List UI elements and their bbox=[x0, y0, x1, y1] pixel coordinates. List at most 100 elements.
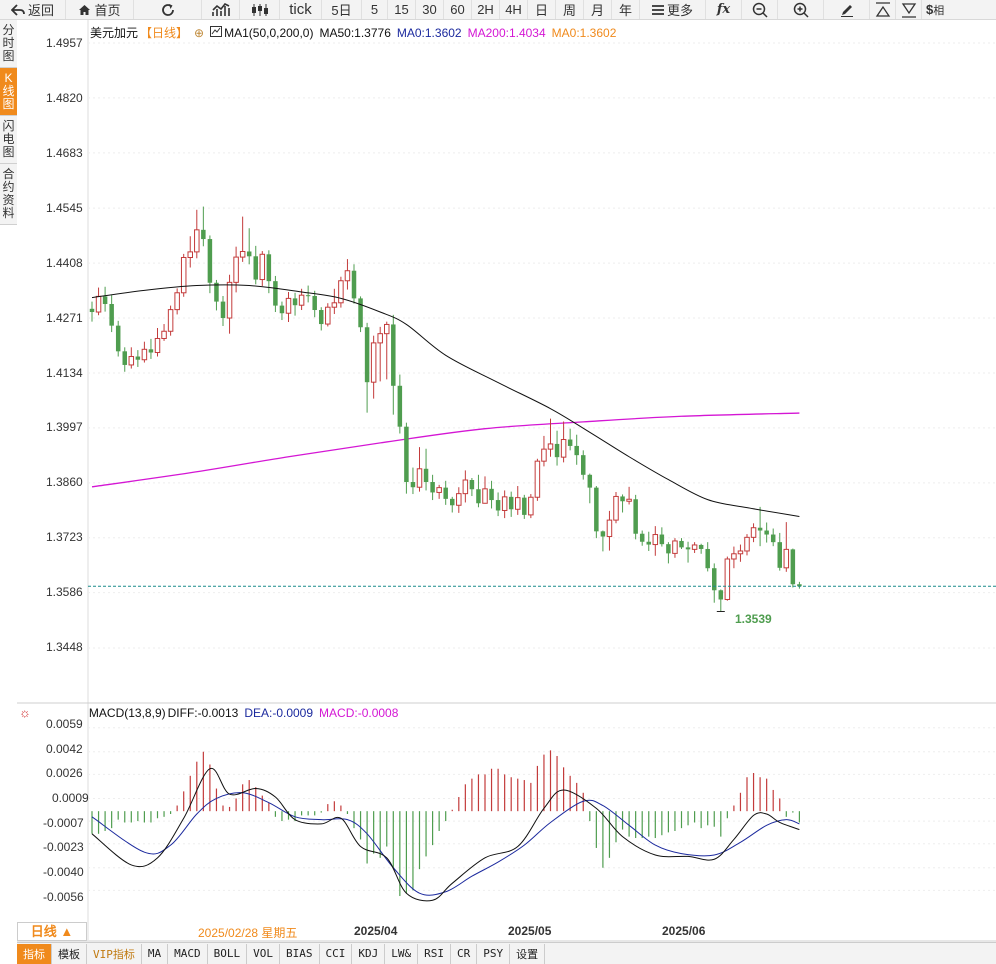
candle bbox=[174, 288, 180, 315]
period-60[interactable]: 60 bbox=[444, 0, 472, 19]
period-year[interactable]: 年 bbox=[612, 0, 640, 19]
indicator-rsi[interactable]: RSI bbox=[418, 943, 451, 964]
candle bbox=[187, 236, 193, 268]
indicator-cci[interactable]: CCI bbox=[320, 943, 353, 964]
indicator-vol[interactable]: VOL bbox=[247, 943, 280, 964]
zoom-out-icon bbox=[752, 2, 768, 18]
candle-body bbox=[207, 239, 213, 283]
candle bbox=[574, 434, 579, 465]
candle bbox=[777, 532, 782, 571]
candle-body bbox=[364, 327, 370, 383]
indicator-kdj[interactable]: KDJ bbox=[352, 943, 386, 964]
candle-body bbox=[233, 256, 239, 283]
indicator-psy[interactable]: PSY bbox=[477, 943, 511, 964]
ma0-value-b: MA0:1.3602 bbox=[551, 25, 617, 40]
candle-body bbox=[338, 280, 344, 304]
indicator-boll[interactable]: BOLL bbox=[208, 943, 248, 964]
period-15[interactable]: 15 bbox=[388, 0, 416, 19]
candle-body bbox=[764, 530, 769, 535]
candle-body bbox=[214, 282, 219, 302]
macd-tick: -0.0040 bbox=[43, 865, 84, 879]
tab-templates[interactable]: 模板 bbox=[52, 943, 87, 964]
period-30[interactable]: 30 bbox=[416, 0, 444, 19]
five-day-button[interactable]: 5日 bbox=[322, 0, 362, 19]
candle bbox=[384, 321, 390, 380]
candle bbox=[273, 275, 278, 313]
candle bbox=[391, 314, 396, 415]
home-button[interactable]: 首页 bbox=[66, 0, 134, 19]
candle-body bbox=[462, 479, 469, 495]
candle bbox=[764, 522, 769, 543]
indicator-picker-icon[interactable] bbox=[210, 25, 223, 40]
candle bbox=[639, 530, 645, 546]
candle-body bbox=[285, 297, 292, 314]
candle bbox=[279, 301, 285, 321]
indicator-lw[interactable]: LW& bbox=[385, 943, 419, 964]
candle bbox=[652, 526, 659, 556]
tab-vip-indicators[interactable]: VIP指标 bbox=[87, 943, 142, 964]
candle bbox=[469, 478, 475, 497]
settings-gear-icon[interactable]: ⊕ bbox=[194, 25, 205, 40]
candle-body bbox=[416, 468, 423, 488]
candle-body bbox=[384, 323, 390, 335]
period-week[interactable]: 周 bbox=[556, 0, 584, 19]
candle bbox=[253, 245, 258, 285]
tab-flash[interactable]: 闪电图 bbox=[0, 116, 17, 164]
macd-tick: -0.0023 bbox=[43, 840, 84, 854]
macd-dea: DEA:-0.0009 bbox=[244, 705, 314, 720]
period-4h[interactable]: 4H bbox=[500, 0, 528, 19]
tab-kline[interactable]: K线图 bbox=[0, 68, 17, 116]
refresh-button[interactable] bbox=[134, 0, 202, 19]
indicator-cr[interactable]: CR bbox=[451, 943, 478, 964]
price-tick: 1.3586 bbox=[46, 585, 83, 599]
candle-body bbox=[122, 351, 127, 365]
candle bbox=[620, 494, 625, 513]
zoom-in-button[interactable] bbox=[778, 0, 824, 19]
tab-timeshare[interactable]: 分时图 bbox=[0, 20, 17, 68]
candle bbox=[567, 428, 573, 451]
period-5[interactable]: 5 bbox=[362, 0, 388, 19]
low-price-marker: 1.3539 bbox=[735, 612, 772, 626]
draw-button[interactable] bbox=[824, 0, 870, 19]
period-badge[interactable]: 日线 ▲ bbox=[17, 922, 87, 941]
more-button[interactable]: 更多 bbox=[640, 0, 706, 19]
period-day[interactable]: 日 bbox=[528, 0, 556, 19]
candle-body bbox=[672, 540, 678, 554]
chart-type-button[interactable] bbox=[202, 0, 240, 19]
tick-button[interactable]: tick bbox=[280, 0, 322, 19]
dollar-button[interactable]: $ 相 bbox=[922, 0, 948, 19]
macd-settings-icon[interactable]: ☼ bbox=[19, 705, 31, 720]
candle bbox=[508, 491, 514, 517]
candle bbox=[482, 476, 488, 504]
tab-indicators[interactable]: 指标 bbox=[17, 943, 52, 964]
collapse-up-button[interactable] bbox=[870, 0, 896, 19]
candle bbox=[594, 486, 599, 539]
zoom-in-icon bbox=[793, 2, 809, 18]
candle-body bbox=[626, 498, 632, 502]
back-button[interactable]: 返回 bbox=[0, 0, 66, 19]
more-label: 更多 bbox=[666, 3, 693, 18]
candle bbox=[423, 448, 429, 491]
candle bbox=[456, 487, 462, 513]
price-tick: 1.4271 bbox=[46, 311, 83, 325]
candle-style-button[interactable] bbox=[240, 0, 280, 19]
zoom-out-button[interactable] bbox=[742, 0, 778, 19]
settings-tab[interactable]: 设置 bbox=[510, 943, 546, 964]
indicator-macd[interactable]: MACD bbox=[168, 943, 208, 964]
tab-contract-label: 合约资料 bbox=[2, 167, 15, 220]
candle bbox=[141, 341, 148, 363]
ma200-value: MA200:1.4034 bbox=[467, 25, 546, 40]
candle bbox=[712, 563, 717, 603]
period-2h[interactable]: 2H bbox=[472, 0, 500, 19]
candle bbox=[626, 486, 632, 505]
candle bbox=[633, 494, 638, 540]
tab-contract[interactable]: 合约资料 bbox=[0, 164, 17, 225]
indicator-ma[interactable]: MA bbox=[142, 943, 169, 964]
indicator-bias[interactable]: BIAS bbox=[280, 943, 320, 964]
formula-button[interactable]: fx bbox=[706, 0, 742, 19]
period-month[interactable]: 月 bbox=[584, 0, 612, 19]
ma0-value-a: MA0:1.3602 bbox=[396, 25, 462, 40]
collapse-down-button[interactable] bbox=[896, 0, 922, 19]
candle-body bbox=[495, 500, 501, 511]
